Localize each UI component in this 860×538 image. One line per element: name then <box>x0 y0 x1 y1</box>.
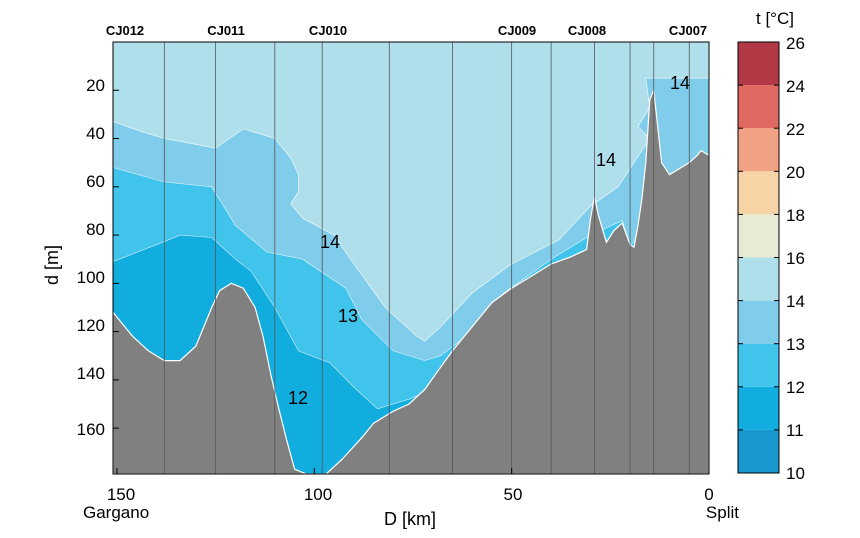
x-tick-label: 0 <box>704 485 713 504</box>
station-label: CJ012 <box>106 23 144 38</box>
colorbar-title: t [°C] <box>756 9 794 28</box>
left-endpoint-label: Gargano <box>83 503 149 522</box>
y-tick-label: 40 <box>86 124 105 143</box>
colorbar-swatch <box>738 85 779 129</box>
station-label: CJ007 <box>669 23 707 38</box>
y-tick-label: 160 <box>77 420 105 439</box>
x-tick-label: 150 <box>107 485 135 504</box>
station-label: CJ010 <box>309 23 347 38</box>
y-tick-label: 80 <box>86 220 105 239</box>
colorbar-tick-label: 12 <box>786 378 805 397</box>
colorbar-swatch <box>738 343 779 387</box>
x-tick-label: 50 <box>504 485 523 504</box>
colorbar-frame <box>737 41 780 474</box>
axis-ticks <box>113 89 710 474</box>
colorbar-tick-label: 14 <box>786 292 805 311</box>
colorbar-swatch <box>738 429 779 473</box>
colorbar-swatch <box>738 42 779 86</box>
plot-frame <box>112 41 710 475</box>
colorbar-swatch <box>738 300 779 344</box>
contour-label: 12 <box>288 388 308 408</box>
x-axis-labels: 150 100 50 0 <box>107 485 714 504</box>
colorbar-tick-label: 10 <box>786 464 805 483</box>
contour-fills <box>113 42 709 474</box>
y-tick-label: 120 <box>77 316 105 335</box>
y-axis-title: d [m] <box>42 245 62 285</box>
colorbar-tick-labels: 10 11 12 13 14 16 18 20 22 24 26 <box>786 34 805 483</box>
station-label: CJ009 <box>498 23 536 38</box>
colorbar-tick-label: 16 <box>786 249 805 268</box>
colorbar-swatch <box>738 386 779 430</box>
contour-label: 14 <box>320 232 340 252</box>
colorbar-tick-label: 13 <box>786 335 805 354</box>
colorbar-tick-label: 26 <box>786 34 805 53</box>
y-tick-label: 100 <box>77 268 105 287</box>
x-tick-label: 100 <box>304 485 332 504</box>
station-label: CJ008 <box>568 23 606 38</box>
colorbar-tick-label: 11 <box>786 421 804 440</box>
colorbar-tick-label: 22 <box>786 120 805 139</box>
station-labels: CJ012 CJ011 CJ010 CJ009 CJ008 CJ007 <box>106 23 707 38</box>
station-label: CJ011 <box>207 23 245 38</box>
x-axis-title: D [km] <box>384 509 436 529</box>
contour-label: 14 <box>596 150 616 170</box>
colorbar <box>738 41 779 474</box>
y-tick-label: 60 <box>86 172 105 191</box>
colorbar-swatch <box>738 214 779 258</box>
colorbar-swatch <box>738 257 779 301</box>
right-endpoint-label: Split <box>706 503 739 522</box>
station-profile-lines <box>113 42 709 474</box>
colorbar-tick-label: 20 <box>786 163 805 182</box>
y-tick-label: 20 <box>86 76 105 95</box>
colorbar-tick-label: 18 <box>786 206 805 225</box>
contour-labels: 14 14 14 13 12 <box>288 73 690 408</box>
y-axis-labels: 20 40 60 80 100 120 140 160 <box>77 76 105 439</box>
contour-label: 13 <box>338 306 358 326</box>
colorbar-swatch <box>738 171 779 215</box>
contour-label: 14 <box>670 73 690 93</box>
colorbar-swatch <box>738 128 779 172</box>
y-tick-label: 140 <box>77 364 105 383</box>
colorbar-tick-label: 24 <box>786 77 805 96</box>
